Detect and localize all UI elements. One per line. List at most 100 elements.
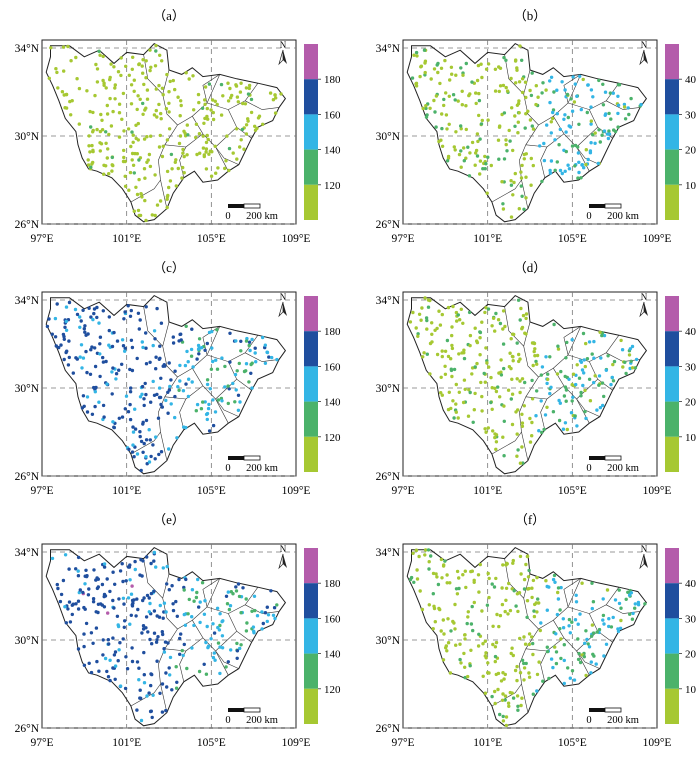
station-dot [118, 641, 122, 645]
station-dot [643, 602, 647, 606]
station-dot [532, 609, 536, 613]
station-dot [206, 117, 210, 121]
station-dot [144, 346, 148, 350]
north-arrow-label: N [641, 292, 648, 302]
station-dot [97, 321, 101, 325]
station-dot [164, 708, 168, 713]
station-dot [203, 102, 207, 107]
station-dot [179, 632, 183, 636]
station-dot [183, 623, 188, 627]
station-dot [153, 457, 157, 461]
station-dot [475, 361, 479, 366]
station-dot [636, 603, 641, 607]
station-dot [548, 168, 552, 173]
station-dot [249, 97, 254, 102]
station-dot [132, 598, 136, 602]
station-dot [244, 362, 249, 366]
north-arrow-icon [278, 553, 284, 570]
station-dot [589, 105, 593, 109]
station-dot [443, 349, 448, 353]
station-dot [165, 685, 169, 689]
station-dot [501, 671, 505, 675]
station-dot [147, 610, 151, 614]
station-dot [493, 432, 497, 436]
station-dot [524, 562, 528, 567]
station-dot [159, 376, 163, 380]
station-dot [130, 368, 135, 373]
station-dot [91, 130, 95, 134]
station-dot [158, 53, 162, 57]
station-dot [149, 454, 153, 459]
station-dot [205, 378, 210, 382]
station-dot [516, 704, 520, 708]
station-dot [475, 340, 480, 345]
station-dot [207, 82, 212, 86]
station-dot [622, 105, 627, 109]
station-dot [549, 75, 554, 80]
station-dot [110, 370, 114, 374]
station-dot [621, 365, 625, 369]
north-arrow-label: N [280, 40, 287, 50]
station-dot [136, 607, 140, 612]
station-dot [73, 307, 78, 312]
station-dot [480, 609, 484, 613]
station-dot [479, 380, 483, 385]
station-dot [69, 113, 73, 117]
station-dot [267, 355, 271, 359]
station-dot [498, 712, 502, 717]
station-dot [590, 623, 595, 627]
station-dot [253, 351, 257, 355]
province-outline [406, 42, 648, 223]
x-tick-label: 101°E [112, 233, 141, 245]
station-dot [520, 424, 525, 428]
station-dot [110, 155, 115, 160]
station-dot [524, 661, 528, 666]
station-dot [265, 605, 269, 609]
station-dot [563, 88, 567, 92]
prefecture-boundary [519, 376, 539, 461]
y-tick-label: 26°N [376, 219, 401, 231]
station-dot [426, 548, 431, 552]
station-dot [186, 133, 190, 137]
station-dot [159, 450, 164, 454]
station-dot [570, 144, 575, 148]
y-tick-label: 30°N [15, 131, 40, 143]
y-tick-label: 26°N [376, 723, 401, 735]
station-dot [203, 400, 207, 404]
station-dot [514, 410, 518, 414]
station-dot [153, 64, 158, 68]
scale-bar-length: 200 km [607, 715, 639, 726]
station-dot [523, 642, 528, 646]
station-dot [75, 312, 80, 317]
station-dot [95, 127, 99, 132]
prefecture-boundary [491, 179, 522, 203]
station-dot [186, 612, 190, 616]
station-dot [501, 309, 506, 313]
station-dot [244, 339, 249, 343]
station-dot [494, 440, 499, 444]
station-dot [178, 363, 182, 368]
prefecture-boundary [491, 431, 522, 455]
station-dot [524, 196, 528, 200]
station-dot [566, 115, 570, 120]
station-dot [435, 575, 439, 579]
station-dot [527, 632, 532, 636]
station-dot [604, 642, 609, 646]
station-dot [548, 100, 552, 105]
station-dot [224, 594, 229, 598]
station-dot [482, 371, 486, 376]
station-dot [450, 333, 454, 338]
station-dot [112, 65, 116, 69]
station-dot [171, 335, 175, 339]
station-dot [573, 618, 578, 622]
station-dot [68, 99, 72, 104]
station-dot [55, 70, 59, 75]
station-dot [145, 555, 149, 559]
station-dot [598, 330, 602, 334]
station-dot [427, 560, 431, 564]
north-arrow-label: N [641, 40, 648, 50]
station-dot [210, 98, 215, 102]
north-arrow-label: N [641, 544, 648, 554]
station-dot [593, 141, 597, 145]
prefecture-boundary [162, 573, 170, 599]
